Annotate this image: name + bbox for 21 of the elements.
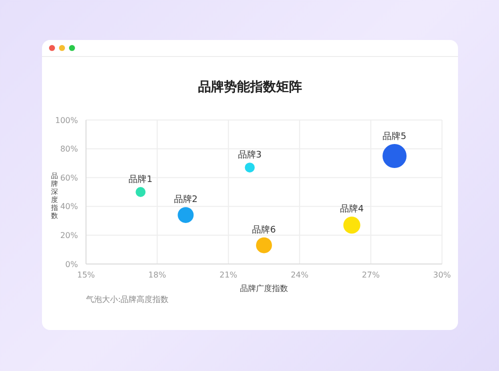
series-label: 品牌6 xyxy=(252,224,276,236)
x-tick-label: 21% xyxy=(220,270,238,280)
series-label: 品牌3 xyxy=(238,150,262,161)
series-label: 品牌2 xyxy=(174,194,198,206)
x-tick-label: 18% xyxy=(148,270,166,280)
y-tick-label: 0% xyxy=(65,260,78,269)
x-tick-label: 27% xyxy=(362,270,380,280)
x-axis-title: 品牌广度指数 xyxy=(239,283,289,294)
y-tick-label: 40% xyxy=(60,202,78,212)
text: 气泡大小:品牌高度指数 xyxy=(86,294,169,305)
series-label: 品牌5 xyxy=(382,131,406,142)
y-tick-label: 100% xyxy=(55,116,78,125)
y-tick-label: 80% xyxy=(60,144,78,154)
series-label: 品牌4 xyxy=(340,204,364,215)
x-tick-label: 24% xyxy=(290,270,309,280)
x-tick-label: 15% xyxy=(77,270,96,280)
y-tick-label: 60% xyxy=(60,173,78,182)
y-tick-label: 20% xyxy=(60,231,78,240)
x-tick-label: 30% xyxy=(433,270,452,280)
chart-title: 品牌势能指数矩阵 xyxy=(197,79,303,96)
series-label: 品牌1 xyxy=(128,174,152,186)
